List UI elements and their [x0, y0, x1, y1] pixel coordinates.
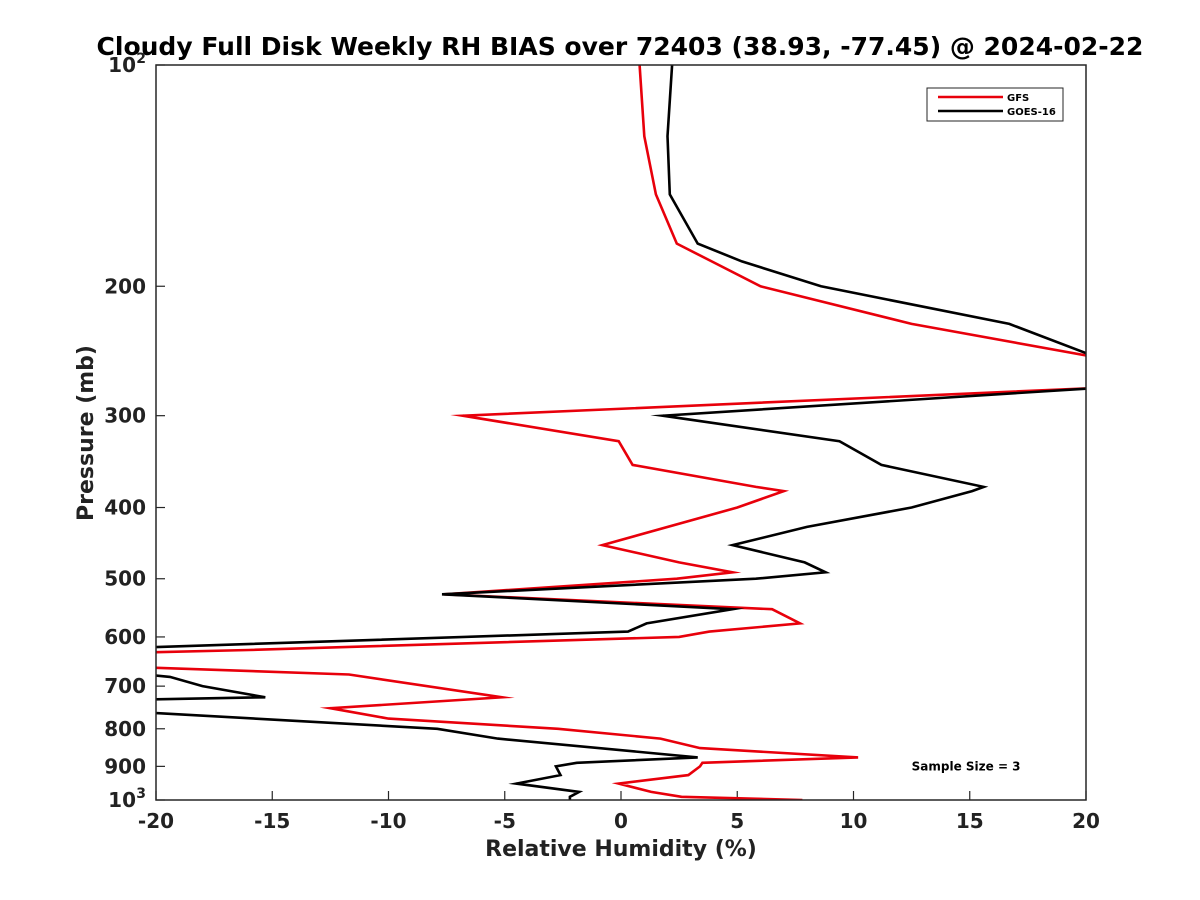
x-tick-label: 0 [614, 809, 628, 833]
y-tick-label: 600 [104, 625, 146, 649]
y-axis-label: Pressure (mb) [74, 345, 99, 521]
x-tick-label: 5 [730, 809, 744, 833]
x-axis-label: Relative Humidity (%) [485, 837, 757, 862]
y-tick-exponent: 2 [136, 51, 146, 67]
y-tick-label: 200 [104, 274, 146, 298]
x-tick-label: 20 [1072, 809, 1100, 833]
x-tick-label: 10 [840, 809, 868, 833]
x-tick-label: -10 [370, 809, 406, 833]
y-tick-label: 900 [104, 754, 146, 778]
y-tick-label: 500 [104, 567, 146, 591]
plot-clip [156, 65, 1086, 800]
x-tick-label: 15 [956, 809, 984, 833]
y-tick-label: 400 [104, 496, 146, 520]
chart-title: Cloudy Full Disk Weekly RH BIAS over 724… [97, 32, 1144, 61]
series-line-goes-16 [156, 65, 1086, 800]
legend-box [926, 87, 1064, 122]
y-tick-label: 300 [104, 404, 146, 428]
series-line-gfs [156, 65, 1086, 800]
y-tick-exponent: 3 [136, 786, 146, 802]
x-axis-ticks: -20 -15 -10 -5 0 5 10 15 20 [138, 791, 1100, 833]
y-tick-label-power: 310 [108, 786, 146, 812]
y-tick-base: 10 [108, 788, 136, 812]
legend-label-gfs: GFS [1007, 93, 1029, 104]
sample-size-annotation: Sample Size = 3 [912, 759, 1021, 773]
y-tick-label: 700 [104, 674, 146, 698]
x-tick-label: -15 [254, 809, 290, 833]
series-group [156, 65, 1086, 800]
y-tick-label-power: 210 [108, 51, 146, 77]
x-tick-label: -5 [494, 809, 516, 833]
y-tick-label: 800 [104, 717, 146, 741]
x-tick-label: -20 [138, 809, 174, 833]
y-tick-base: 10 [108, 53, 136, 77]
legend-label-goes-16: GOES-16 [1007, 107, 1056, 118]
plot-frame [155, 64, 1087, 801]
legend: GFS GOES-16 [926, 87, 1064, 122]
